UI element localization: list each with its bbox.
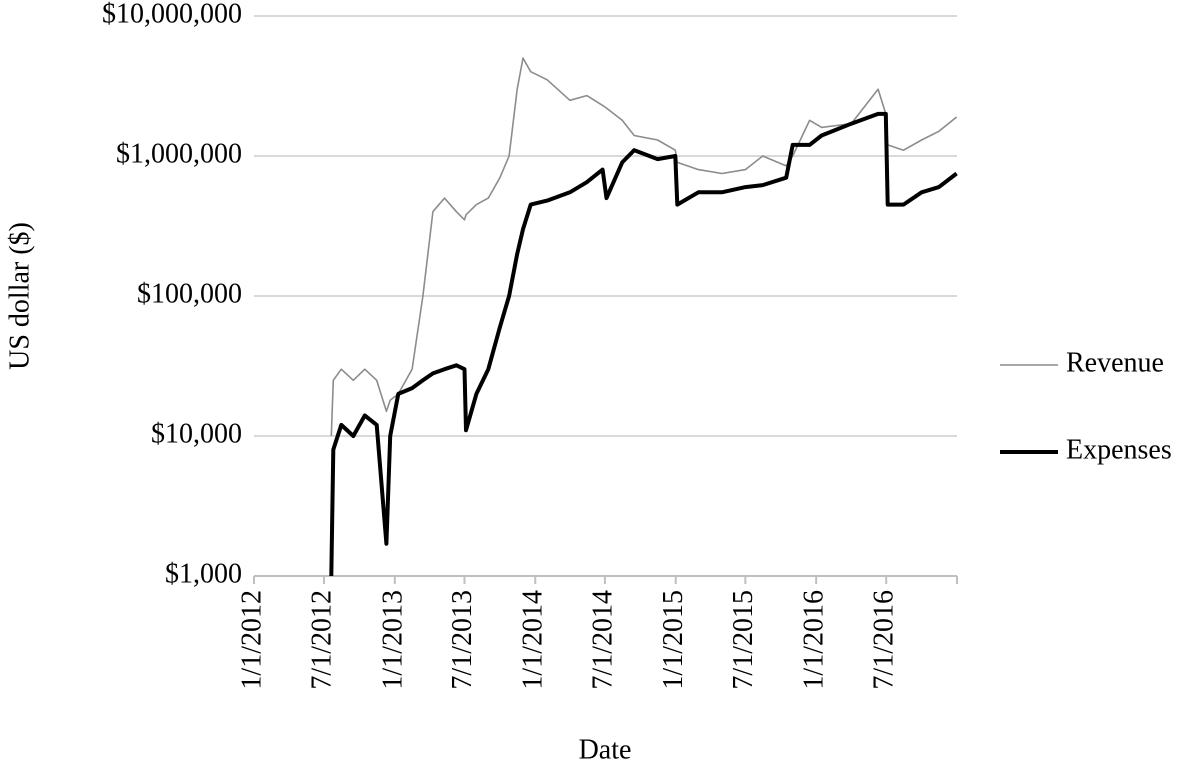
- x-tick-label: 7/1/2014: [587, 590, 618, 690]
- y-tick-label: $10,000,000: [102, 0, 242, 29]
- x-tick-label: 7/1/2016: [869, 590, 900, 690]
- x-tick-label: 1/1/2016: [799, 590, 830, 690]
- legend-label: Expenses: [1066, 434, 1172, 465]
- x-tick-label: 7/1/2015: [728, 590, 759, 690]
- x-tick-label: 1/1/2015: [658, 590, 689, 690]
- x-tick-label: 7/1/2012: [306, 590, 337, 690]
- y-tick-label: $10,000: [151, 418, 242, 449]
- x-tick-label: 1/1/2013: [377, 590, 408, 690]
- x-axis-title: Date: [579, 734, 632, 765]
- legend-label: Revenue: [1066, 347, 1164, 378]
- y-tick-label: $1,000,000: [116, 138, 242, 169]
- y-tick-label: $100,000: [137, 278, 242, 309]
- x-tick-label: 7/1/2013: [447, 590, 478, 690]
- y-axis-title: US dollar ($): [4, 222, 35, 370]
- data-line: [329, 111, 958, 577]
- y-tick-label: $1,000: [165, 558, 242, 589]
- x-tick-label: 1/1/2014: [518, 590, 549, 690]
- x-tick-label: 1/1/2012: [236, 590, 267, 690]
